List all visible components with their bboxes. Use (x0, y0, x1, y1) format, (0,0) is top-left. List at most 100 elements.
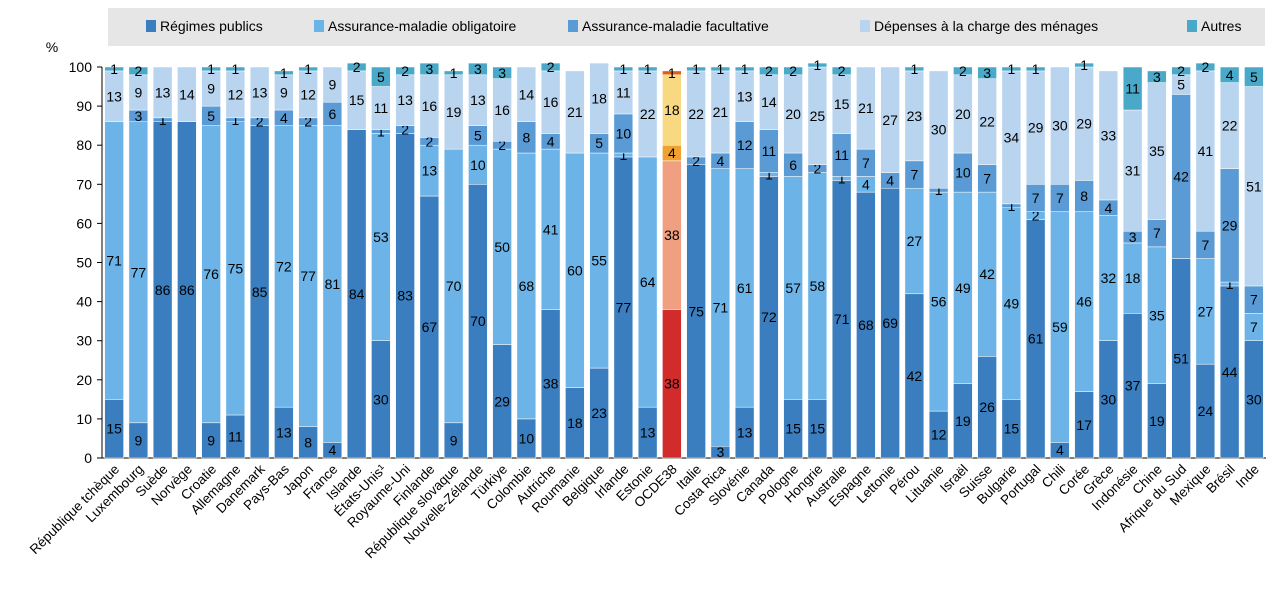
data-label: 68 (519, 278, 535, 294)
data-label: 3 (474, 61, 482, 77)
data-label: 8 (1080, 188, 1088, 204)
data-label: 19 (1149, 413, 1165, 429)
data-label: 83 (397, 288, 413, 304)
bar-stack: 24 27 7 41 2 (1195, 59, 1216, 459)
bar-segment (1171, 66, 1191, 76)
data-label: 37 (1125, 378, 1141, 394)
bar-stack: 29 50 2 16 3 (492, 65, 512, 459)
data-label: 27 (907, 233, 923, 249)
bar-segment (904, 66, 925, 72)
bar-stack: 67 13 2 16 3 (419, 61, 440, 459)
bar-stack: 44 1 29 22 4 (1219, 66, 1240, 459)
bar-segment (1122, 66, 1143, 111)
data-label: 19 (446, 104, 462, 120)
bar-stack: 3 71 4 21 1 (710, 61, 731, 460)
data-label: 11 (1125, 81, 1140, 97)
data-label: 4 (716, 153, 724, 169)
bar-segment (1098, 70, 1119, 201)
bar-segment (662, 70, 682, 76)
data-label: 1 (1007, 61, 1015, 77)
data-label: 1 (765, 167, 773, 183)
bar-stack: 70 10 5 13 3 (468, 61, 488, 459)
data-label: 2 (1201, 59, 1209, 75)
bars: 1571131977392861138614976591117511218521… (104, 57, 1264, 460)
data-label: 15 (106, 421, 122, 437)
data-label: 21 (713, 104, 729, 120)
data-label: 1 (1226, 276, 1234, 292)
data-label: 13 (640, 425, 656, 441)
data-label: 44 (1222, 364, 1238, 380)
data-label: 7 (910, 167, 918, 183)
data-label: 2 (1032, 208, 1040, 224)
data-label: 30 (1246, 391, 1262, 407)
bar-stack: 38 38 4 18 1 (662, 65, 682, 459)
data-label: 15 (785, 421, 801, 437)
bar-segment (1025, 66, 1046, 72)
data-label: 1 (1032, 61, 1040, 77)
data-label: 42 (1173, 168, 1189, 184)
bar-segment (152, 66, 173, 119)
data-label: 35 (1149, 143, 1165, 159)
data-label: 21 (858, 100, 874, 116)
data-label: 60 (567, 262, 583, 278)
data-label: 2 (498, 137, 506, 153)
data-label: 1 (741, 61, 749, 77)
data-label: 1 (692, 61, 700, 77)
data-label: 6 (328, 106, 336, 122)
bar-stack: 11 75 1 12 1 (225, 61, 246, 459)
data-label: 58 (810, 278, 826, 294)
data-label: 1 (231, 112, 239, 128)
data-label: 51 (1246, 178, 1262, 194)
data-label: 14 (519, 86, 535, 102)
bar-segment (831, 66, 852, 76)
bar-segment (637, 66, 658, 72)
x-tick-label: Inde (1233, 462, 1262, 491)
legend-entry: Régimes publics (160, 18, 263, 34)
data-label: 85 (252, 284, 268, 300)
bar-segment (298, 66, 318, 72)
bar-segment (492, 66, 512, 79)
data-label: 1 (207, 61, 215, 77)
data-label: 1 (231, 61, 239, 77)
data-label: 25 (810, 108, 826, 124)
data-label: 3 (1129, 229, 1137, 245)
data-label: 22 (979, 114, 995, 130)
data-label: 57 (785, 280, 801, 296)
bar-stack: 13 64 22 1 (637, 61, 658, 459)
bar-segment (540, 62, 561, 72)
data-label: 13 (276, 425, 292, 441)
bar-stack: 4 59 7 30 (1050, 66, 1070, 459)
bar-stack: 13 72 4 9 1 (274, 65, 294, 459)
data-label: 1 (110, 61, 118, 77)
data-label: 61 (737, 280, 753, 296)
legend-entry: Autres (1201, 18, 1241, 34)
data-label: 4 (1104, 200, 1112, 216)
data-label: 68 (858, 317, 874, 333)
legend-background (108, 8, 1265, 46)
bar-stack: 19 35 7 35 3 (1147, 69, 1167, 459)
data-label: 13 (397, 92, 413, 108)
data-label: 29 (1222, 217, 1238, 233)
data-label: 8 (522, 129, 530, 145)
data-label: 7 (983, 170, 991, 186)
bar-stack: 83 2 13 2 (395, 63, 415, 459)
data-label: 1 (159, 112, 167, 128)
data-label: 12 (228, 86, 244, 102)
bar-segment (1195, 62, 1216, 72)
data-label: 15 (1004, 421, 1020, 437)
data-label: 11 (374, 100, 389, 116)
data-label: 71 (713, 299, 729, 315)
data-label: 12 (737, 137, 753, 153)
bar-stack: 13 61 12 13 1 (734, 61, 755, 459)
y-tick-label: 100 (69, 59, 93, 75)
bar-segment (371, 66, 391, 87)
data-label: 18 (591, 90, 607, 106)
data-label: 1 (280, 65, 288, 81)
bar-stack: 85 2 13 (249, 66, 270, 459)
data-label: 13 (155, 84, 171, 100)
data-label: 22 (640, 106, 656, 122)
